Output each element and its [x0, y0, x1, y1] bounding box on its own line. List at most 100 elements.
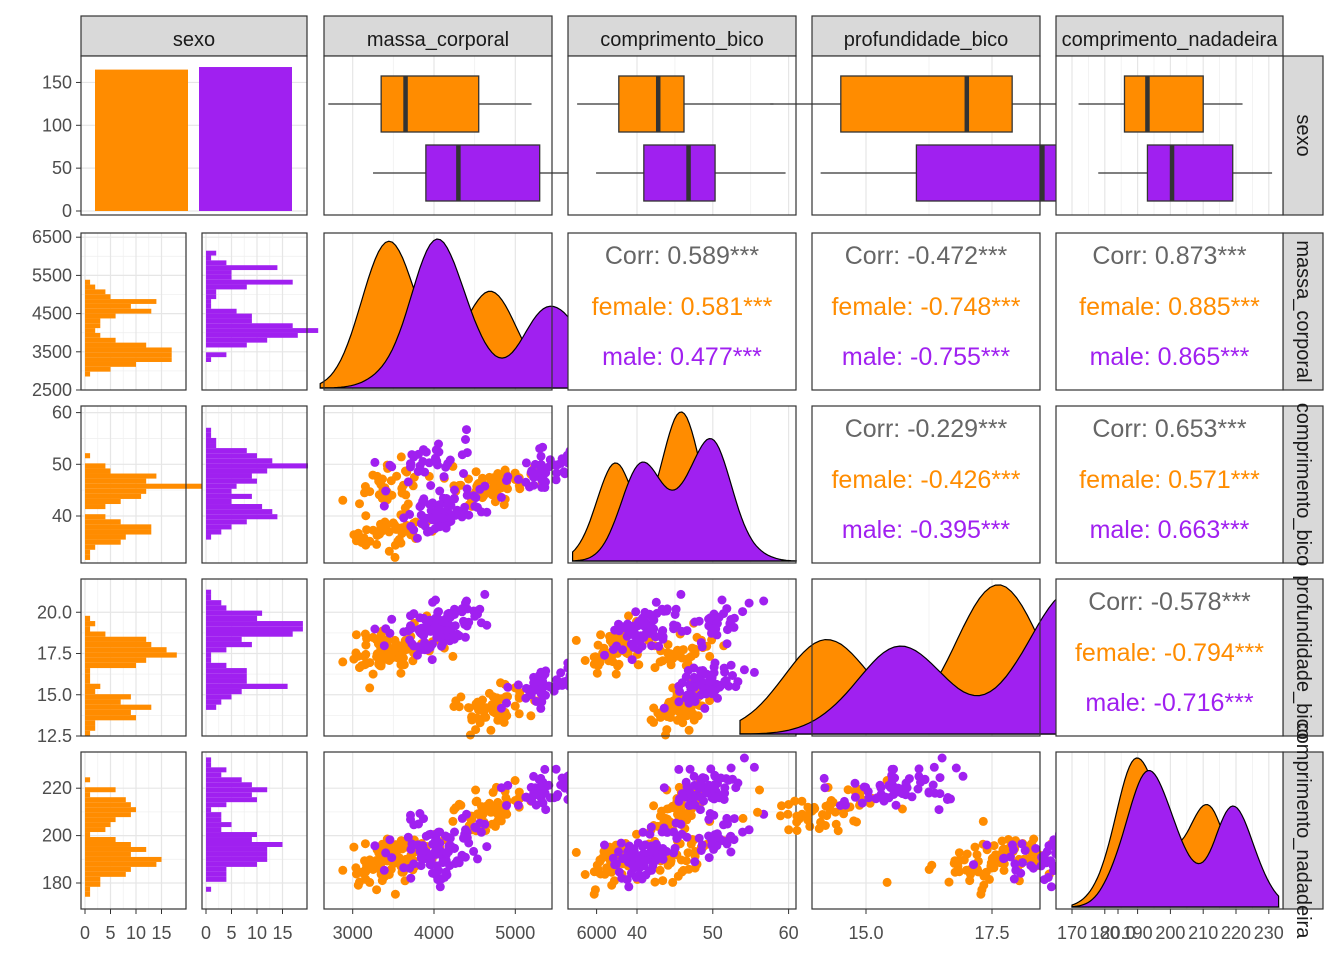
- x-tick-label: 180: [1090, 923, 1120, 943]
- point-female: [479, 707, 489, 717]
- point-male: [669, 827, 679, 837]
- point-female: [797, 796, 807, 806]
- hist-bar-male: [206, 250, 217, 256]
- panel-corr-comprimento_bico-comprimento_nadadeira: Corr: 0.653*** female: 0.571*** male: 0.66…: [1056, 406, 1283, 563]
- point-male: [1044, 841, 1054, 851]
- hist-bar-female: [85, 652, 177, 658]
- point-male: [659, 783, 669, 793]
- point-male: [385, 628, 395, 638]
- point-female: [479, 804, 489, 814]
- point-male: [462, 484, 472, 494]
- point-female: [473, 697, 483, 707]
- point-male: [616, 838, 626, 848]
- point-female: [390, 889, 400, 899]
- point-male: [659, 703, 669, 713]
- point-male: [694, 833, 704, 843]
- point-male: [722, 813, 732, 823]
- point-female: [338, 657, 348, 667]
- point-male: [924, 788, 934, 798]
- point-male: [729, 622, 739, 632]
- point-female: [486, 725, 496, 735]
- hist-bar-male: [206, 443, 217, 449]
- point-female: [471, 785, 481, 795]
- hist-bar-female: [85, 668, 91, 674]
- y-tick-label: 220: [42, 778, 72, 798]
- hist-bar-male: [206, 332, 298, 338]
- point-female: [705, 651, 715, 661]
- hist-bar-female: [85, 881, 101, 887]
- point-female: [592, 668, 602, 678]
- point-male: [614, 867, 624, 877]
- corr-male: male: 0.865***: [1090, 343, 1250, 371]
- point-male: [551, 764, 561, 774]
- x-tick-label: 10: [126, 923, 146, 943]
- hist-bar-female: [85, 468, 111, 474]
- point-male: [416, 861, 426, 871]
- panel-hist-comprimento_bico-male: [202, 406, 308, 563]
- point-female: [390, 540, 400, 550]
- corr-female: female: 0.885***: [1079, 293, 1260, 321]
- x-tick-label: 0: [201, 923, 211, 943]
- point-female: [657, 806, 667, 816]
- point-male: [412, 533, 422, 543]
- hist-bar-male: [206, 787, 268, 793]
- point-female: [596, 869, 606, 879]
- panel-background: [812, 406, 1040, 563]
- point-male: [556, 668, 566, 678]
- point-male: [677, 789, 687, 799]
- point-male: [409, 452, 419, 462]
- point-male: [434, 827, 443, 837]
- hist-bar-female: [85, 549, 91, 555]
- hist-bar-male: [206, 871, 227, 877]
- point-female: [999, 865, 1009, 875]
- strip-right-label: profundidade_bico: [1292, 575, 1314, 740]
- point-female: [368, 859, 378, 869]
- y-tick-label: 180: [42, 873, 72, 893]
- point-male: [438, 639, 448, 648]
- panel-hist-comprimento_nadadeira-male: [202, 752, 307, 909]
- density-male: [571, 437, 797, 562]
- point-male: [431, 870, 441, 880]
- point-female: [484, 472, 494, 482]
- boxplot-box-female: [1123, 75, 1204, 133]
- boxplot-box-male: [1146, 144, 1234, 202]
- point-female: [338, 495, 348, 505]
- point-male: [690, 697, 700, 706]
- panel-border: [201, 405, 308, 564]
- hist-bar-female: [85, 303, 131, 309]
- hist-bar-female: [85, 308, 152, 314]
- point-female: [495, 715, 505, 725]
- panel-box-comprimento_nadadeira: [1056, 56, 1283, 215]
- hist-bar-male: [206, 822, 232, 828]
- hist-bar-female: [85, 841, 131, 847]
- point-male: [427, 514, 437, 524]
- point-male: [627, 860, 637, 870]
- hist-bar-female: [85, 856, 162, 862]
- point-male: [541, 468, 551, 478]
- point-male: [439, 857, 449, 867]
- point-male: [641, 629, 650, 639]
- panel-scatter-massa_corporal-comprimento_bico: [324, 406, 611, 563]
- corr-overall: Corr: 0.873***: [1092, 242, 1247, 270]
- y-tick-label: 50: [52, 454, 72, 474]
- point-male: [560, 469, 570, 479]
- point-male: [969, 860, 978, 870]
- point-male: [370, 457, 380, 467]
- point-female: [372, 539, 382, 549]
- hist-bar-male: [206, 767, 227, 773]
- point-male: [726, 763, 736, 773]
- panel-box-massa_corporal: [324, 56, 621, 215]
- panel-hist-profundidade_bico-male: [202, 579, 307, 736]
- point-male: [705, 809, 715, 818]
- point-female: [396, 452, 406, 462]
- corr-overall: Corr: -0.472***: [845, 242, 1008, 270]
- point-male: [536, 703, 546, 713]
- point-female: [391, 522, 401, 532]
- point-male: [461, 825, 470, 835]
- point-female: [365, 536, 375, 546]
- point-female: [944, 877, 954, 887]
- point-male: [530, 685, 540, 695]
- point-female: [986, 858, 996, 868]
- point-male: [671, 604, 681, 614]
- hist-bar-female: [85, 720, 96, 726]
